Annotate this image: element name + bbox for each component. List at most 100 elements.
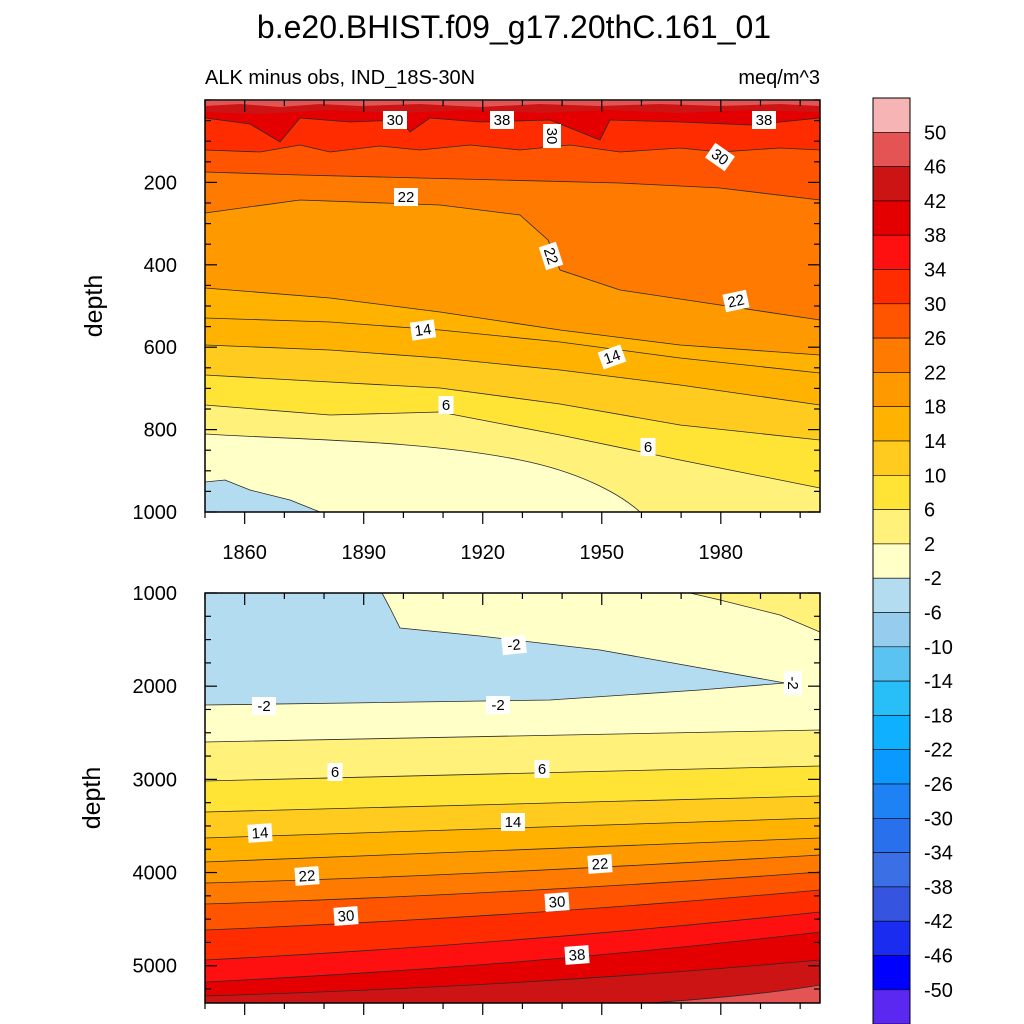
contour-label: 22 — [294, 866, 320, 886]
bottom-plot-frame — [204, 592, 821, 1004]
contour-label-bg — [252, 697, 276, 715]
colorbar-swatch — [872, 474, 911, 510]
contour-label-bg — [409, 319, 437, 341]
colorbar-swatch — [872, 646, 911, 682]
colorbar-label: 38 — [924, 225, 946, 247]
contour-label: -2 — [501, 634, 527, 656]
contour-label: -2 — [252, 697, 276, 715]
y-tick-label: 400 — [144, 255, 177, 277]
contour-label-text: 30 — [337, 907, 355, 925]
colorbar-label: -34 — [924, 843, 953, 865]
colorbar-label: -30 — [924, 808, 953, 830]
colorbar-swatch — [872, 680, 911, 716]
contour-label-bg — [333, 906, 359, 926]
bottom-y-axis-label: depth — [78, 767, 106, 830]
contour-label-text: 30 — [387, 112, 404, 129]
contour-label-text: 22 — [298, 867, 316, 885]
contour-label: 14 — [501, 813, 525, 831]
contour-label-bg — [597, 344, 627, 370]
contour-label-text: 6 — [538, 761, 546, 778]
x-tick-label: 1980 — [699, 542, 744, 564]
y-tick-label: 200 — [144, 172, 177, 194]
colorbar-label: 42 — [924, 191, 946, 213]
contour-label-text: 22 — [591, 855, 609, 873]
contour-label-text: 38 — [494, 112, 511, 129]
contour-label: -2 — [486, 696, 510, 714]
contour-label: 22 — [587, 854, 613, 874]
bottom-axis-ticks: 1000 2000 3000 4000 5000 — [133, 583, 820, 1015]
colorbar-swatch — [872, 749, 911, 785]
colorbar-swatch — [872, 715, 911, 751]
x-tick-label: 1860 — [222, 542, 267, 564]
contour-label-text: 14 — [601, 347, 622, 369]
colorbar-swatch — [872, 955, 911, 991]
top-contour-field — [205, 100, 820, 512]
colorbar-swatch — [872, 852, 911, 888]
colorbar-label: 10 — [924, 465, 946, 487]
colorbar-label: -50 — [924, 980, 953, 1002]
colorbar-swatch — [872, 406, 911, 442]
colorbar-label: -18 — [924, 705, 953, 727]
bottom-contour-labels: -2 -2 -2 -2 6 6 14 14 22 22 30 30 38 — [247, 634, 802, 965]
colorbar-label: -38 — [924, 877, 953, 899]
contour-label-text: 30 — [548, 893, 566, 911]
colorbar-label: 2 — [924, 534, 935, 556]
colorbar: 50 46 42 38 34 30 26 22 18 14 10 6 2 -2 -6 -10 -14 -18 -22… — [872, 97, 953, 1024]
colorbar-label: 18 — [924, 397, 946, 419]
contour-label-bg — [538, 241, 564, 271]
contour-label-bg — [438, 396, 454, 414]
colorbar-label: 6 — [924, 500, 935, 522]
contour-label-bg — [490, 111, 514, 129]
contour-label-text: 14 — [505, 814, 522, 831]
contour-label: 22 — [394, 188, 418, 206]
top-y-axis-label: depth — [80, 275, 108, 338]
contour-label: 6 — [534, 760, 550, 778]
y-tick-label: 600 — [144, 337, 177, 359]
colorbar-swatch — [872, 200, 911, 236]
colorbar-label: 26 — [924, 328, 946, 350]
colorbar-swatch — [872, 269, 911, 305]
colorbar-swatch — [872, 303, 911, 339]
colorbar-swatch — [872, 440, 911, 476]
colorbar-swatch — [872, 166, 911, 202]
contour-label-bg — [247, 823, 273, 843]
colorbar-label: 34 — [924, 260, 946, 282]
units-label: meq/m^3 — [738, 67, 820, 89]
colorbar-label: -6 — [924, 603, 942, 625]
colorbar-label: 14 — [924, 431, 946, 453]
contour-label-text: 22 — [540, 246, 561, 267]
contour-label-bg — [294, 866, 320, 886]
contour-label-bg — [501, 634, 527, 656]
contour-label-text: 22 — [726, 291, 746, 311]
chart-title: b.e20.BHIST.f09_g17.20thC.161_01 — [257, 9, 771, 45]
contour-label-text: 6 — [644, 439, 652, 456]
contour-label-bg — [327, 763, 343, 781]
y-tick-label: 3000 — [133, 769, 178, 791]
contour-label: 22 — [538, 241, 564, 271]
contour-label: 30 — [544, 892, 570, 912]
top-axis-ticks: 200 400 600 800 1000 1860 1890 1920 1950 1980 — [133, 99, 820, 564]
contour-label-bg — [486, 696, 510, 714]
colorbar-label: -10 — [924, 637, 953, 659]
colorbar-swatch — [872, 612, 911, 648]
colorbar-label: -26 — [924, 774, 953, 796]
contour-label: 38 — [752, 111, 776, 129]
colorbar-swatch — [872, 543, 911, 579]
colorbar-swatch — [872, 577, 911, 613]
colorbar-label: 30 — [924, 294, 946, 316]
contour-label-bg — [564, 945, 590, 965]
contour-label-bg — [752, 111, 776, 129]
colorbar-swatch — [872, 989, 911, 1024]
colorbar-swatch — [872, 509, 911, 545]
bottom-contour-field — [205, 593, 820, 1003]
contour-label: -2 — [784, 671, 802, 695]
contour-label: 22 — [722, 289, 750, 313]
contour-label-text: 38 — [568, 946, 586, 964]
contour-label-text: 14 — [414, 321, 433, 340]
contour-label: 6 — [640, 438, 656, 456]
subtitle-left: ALK minus obs, IND_18S-30N — [205, 67, 475, 89]
contour-label-bg — [544, 892, 570, 912]
contour-label: 14 — [597, 344, 627, 370]
colorbar-swatch — [872, 372, 911, 407]
x-tick-label: 1950 — [580, 542, 625, 564]
